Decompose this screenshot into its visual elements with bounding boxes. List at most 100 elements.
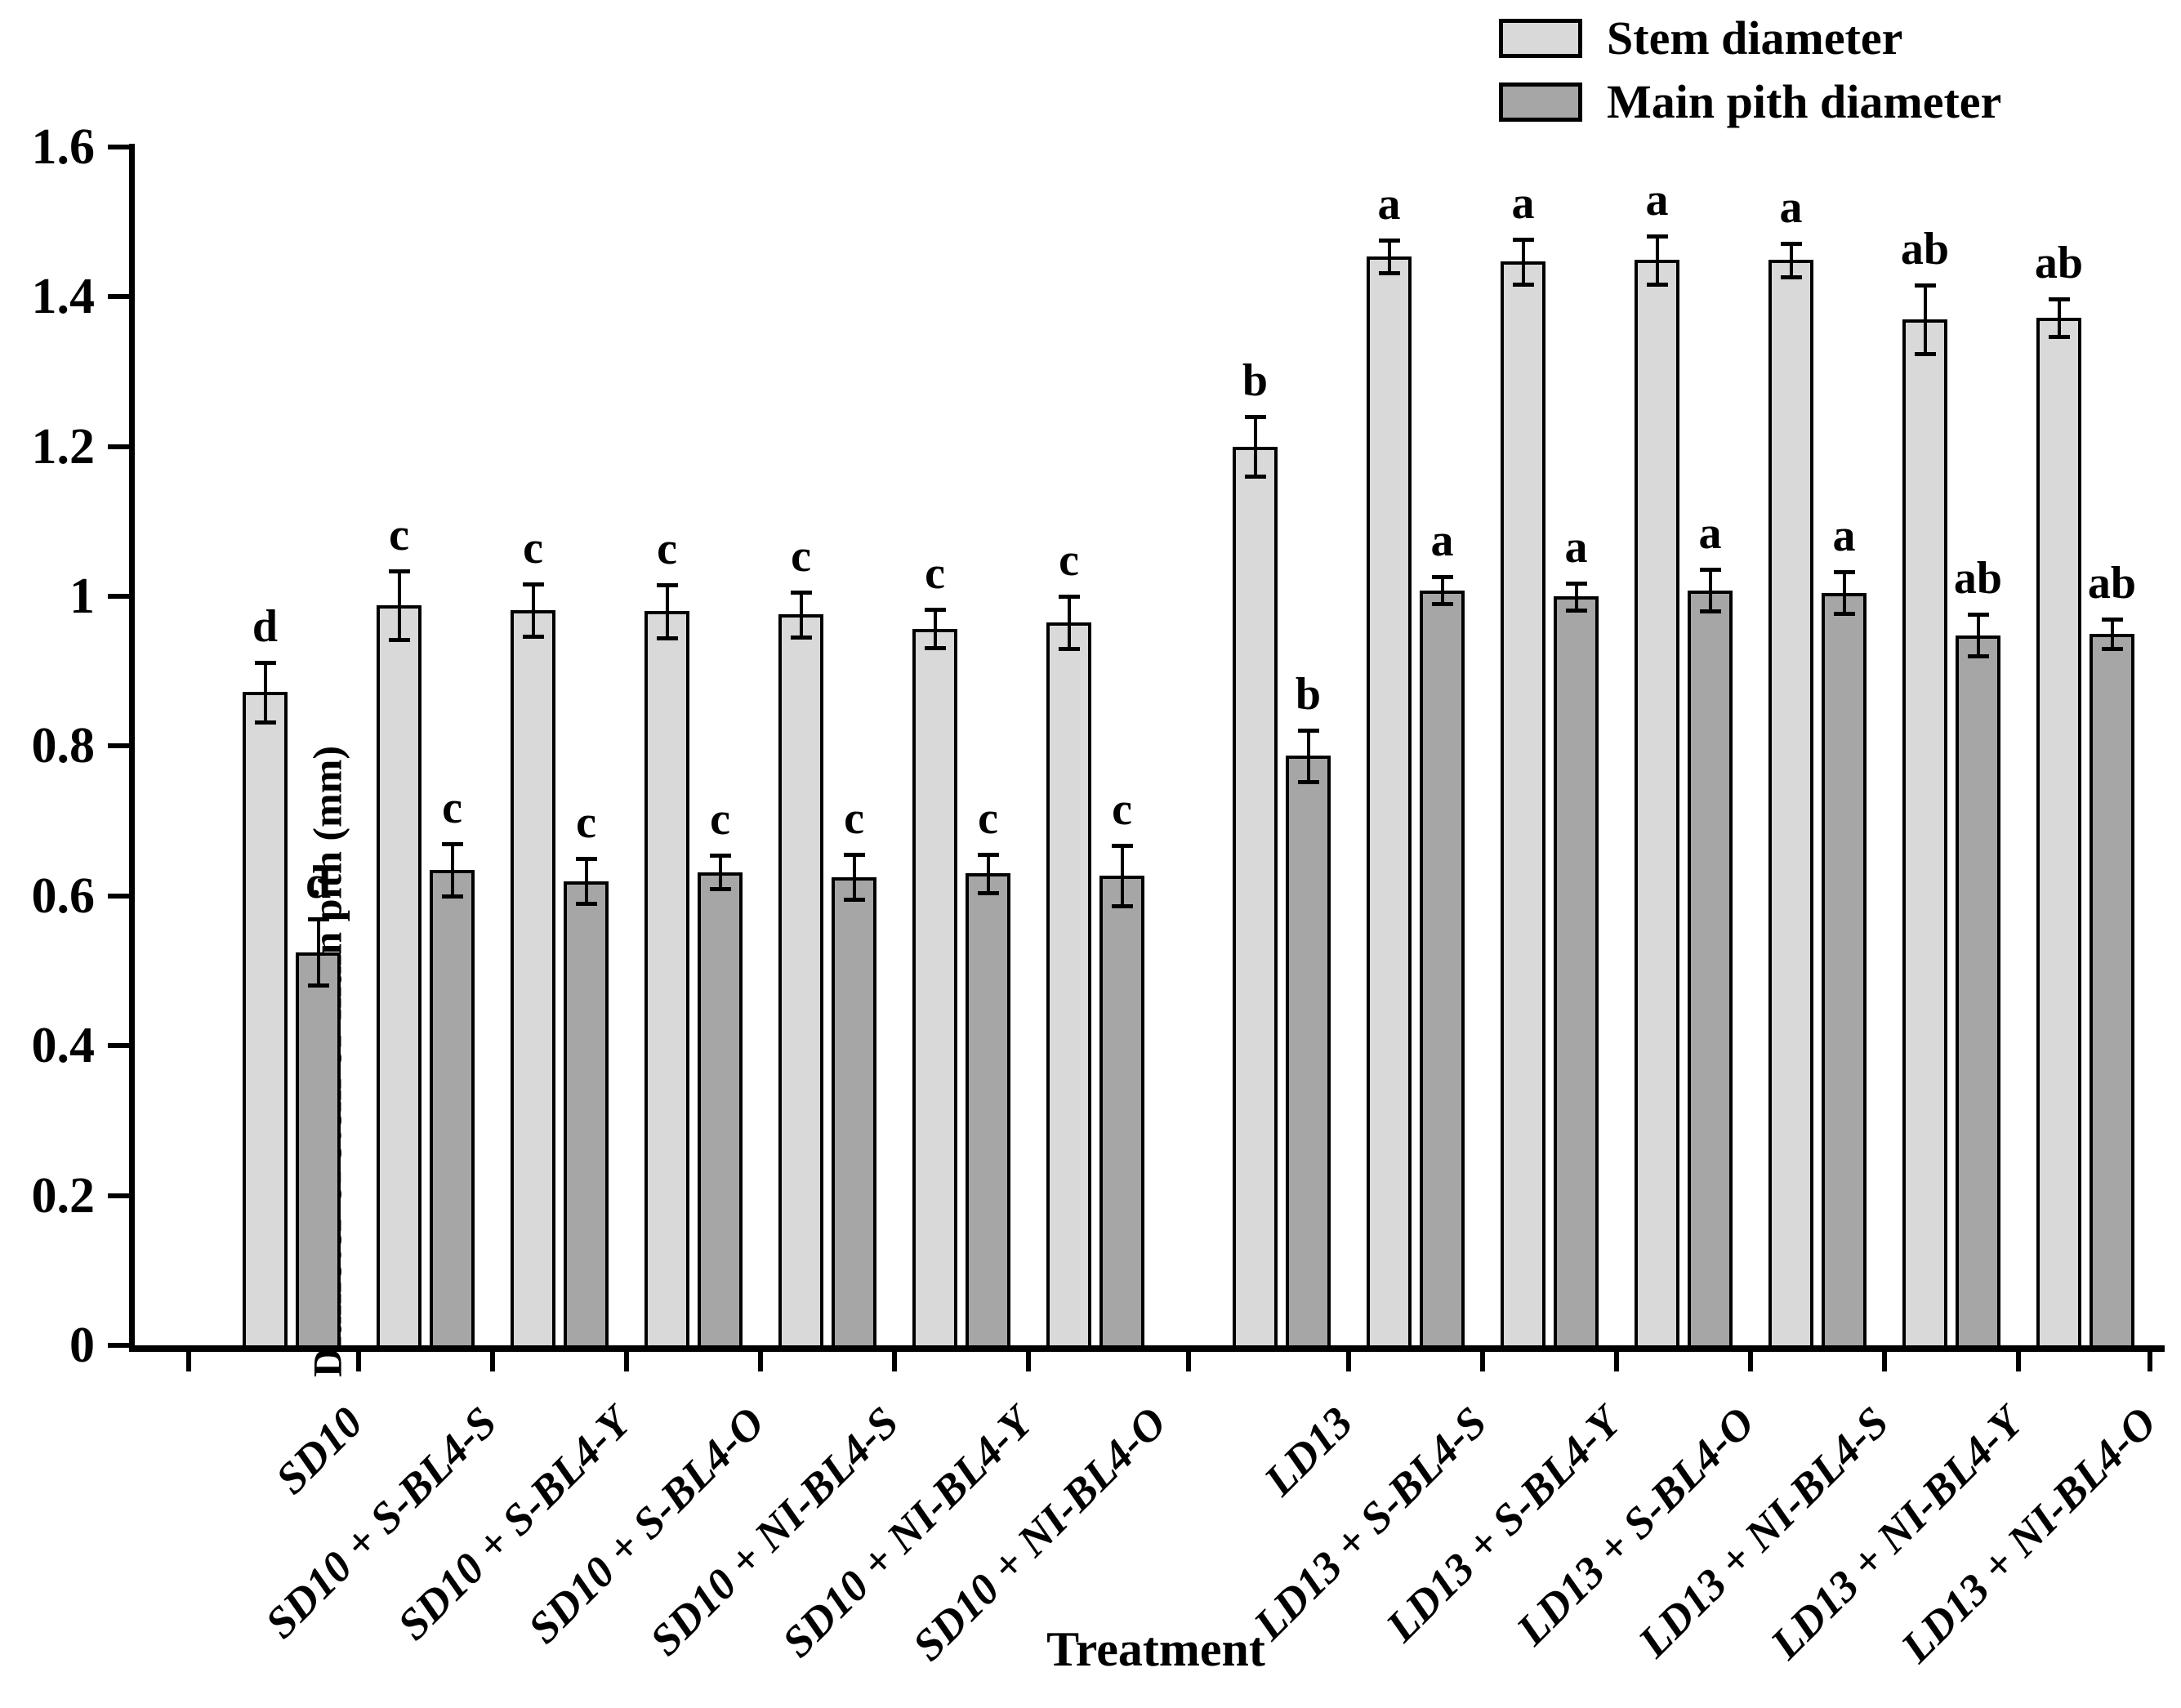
bar bbox=[1554, 596, 1599, 1349]
error-bar bbox=[1655, 236, 1659, 284]
x-tick-label: LD13 + S-BL4-Y bbox=[1376, 1397, 1630, 1652]
error-bar-cap bbox=[575, 857, 597, 861]
bar bbox=[1233, 446, 1278, 1349]
error-bar-cap bbox=[1833, 612, 1855, 617]
error-bar bbox=[1976, 614, 1980, 657]
bar bbox=[698, 872, 743, 1349]
x-tick-label: SD10 bbox=[265, 1397, 372, 1504]
bar bbox=[2036, 318, 2081, 1349]
error-bar-cap bbox=[388, 569, 410, 573]
x-tick bbox=[2016, 1350, 2021, 1371]
bar bbox=[1688, 590, 1733, 1349]
error-bar-cap bbox=[709, 854, 731, 858]
x-tick-label: LD13 + NI-BL4-O bbox=[1891, 1397, 2166, 1672]
error-bar bbox=[665, 585, 669, 638]
error-bar bbox=[933, 609, 937, 649]
error-bar-cap bbox=[1244, 475, 1266, 479]
x-tick bbox=[892, 1350, 897, 1371]
x-axis-title: Treatment bbox=[1046, 1622, 1265, 1676]
x-tick-label: SD10 + NI-BL4-S bbox=[640, 1397, 908, 1666]
y-tick bbox=[108, 743, 129, 749]
error-bar-cap bbox=[1512, 282, 1534, 287]
legend-swatch-stem-icon bbox=[1499, 19, 1582, 58]
error-bar-cap bbox=[709, 886, 731, 891]
error-bar-cap bbox=[1914, 352, 1936, 357]
y-tick-label: 0.4 bbox=[31, 1018, 96, 1074]
bar bbox=[778, 614, 823, 1349]
sig-letter: c bbox=[978, 792, 998, 844]
y-tick-label: 1 bbox=[69, 569, 95, 625]
y-tick-label: 1.2 bbox=[31, 418, 96, 475]
bar bbox=[966, 873, 1010, 1349]
x-tick bbox=[1026, 1350, 1031, 1371]
error-bar-cap bbox=[1058, 595, 1080, 600]
error-bar-cap bbox=[977, 891, 999, 896]
error-bar bbox=[1923, 284, 1927, 354]
y-tick-label: 0.2 bbox=[31, 1167, 96, 1224]
bar bbox=[243, 692, 288, 1349]
error-bar-cap bbox=[1646, 282, 1668, 287]
error-bar-cap bbox=[1699, 609, 1721, 614]
error-bar-cap bbox=[1699, 568, 1721, 573]
error-bar bbox=[1067, 596, 1071, 649]
error-bar-cap bbox=[388, 638, 410, 643]
bar bbox=[2090, 633, 2134, 1349]
x-tick-label: SD10 + S-BL4-S bbox=[256, 1397, 506, 1648]
error-bar-cap bbox=[843, 898, 865, 903]
error-bar-cap bbox=[1297, 729, 1319, 734]
x-tick bbox=[624, 1350, 629, 1371]
y-tick bbox=[108, 1193, 129, 1198]
y-tick bbox=[108, 294, 129, 300]
sig-letter: b bbox=[1295, 669, 1322, 720]
sig-letter: a bbox=[1832, 510, 1856, 561]
error-bar-cap bbox=[522, 582, 544, 586]
bar bbox=[1286, 756, 1331, 1349]
y-tick-label: 0.8 bbox=[31, 718, 96, 774]
x-tick bbox=[1748, 1350, 1753, 1371]
x-tick bbox=[356, 1350, 361, 1371]
y-tick bbox=[108, 144, 129, 149]
sig-letter: c bbox=[925, 547, 945, 599]
x-tick-label: LD13 + NI-BL4-Y bbox=[1760, 1397, 2032, 1669]
y-tick bbox=[108, 1343, 129, 1348]
error-bar bbox=[450, 843, 454, 896]
error-bar-cap bbox=[1967, 613, 1989, 618]
sig-letter: a bbox=[1430, 515, 1454, 567]
sig-letter: ab bbox=[2034, 238, 2084, 289]
x-tick-label: SD10 + S-BL4-O bbox=[518, 1397, 774, 1653]
error-bar bbox=[397, 570, 401, 640]
error-bar-cap bbox=[254, 660, 276, 665]
error-bar bbox=[1789, 243, 1793, 277]
x-tick bbox=[758, 1350, 763, 1371]
error-bar-cap bbox=[2101, 617, 2123, 622]
error-bar-cap bbox=[843, 853, 865, 858]
x-axis-line bbox=[129, 1345, 2165, 1352]
sig-letter: ab bbox=[1900, 223, 1950, 274]
y-tick-label: 1.6 bbox=[31, 118, 96, 175]
bar bbox=[1635, 260, 1679, 1349]
legend-item-stem: Stem diameter bbox=[1499, 15, 2001, 62]
error-bar-cap bbox=[1244, 415, 1266, 420]
error-bar-cap bbox=[790, 590, 812, 595]
sig-letter: c bbox=[844, 793, 864, 845]
x-tick bbox=[1480, 1350, 1485, 1371]
error-bar bbox=[718, 855, 722, 889]
error-bar bbox=[2110, 618, 2114, 649]
error-bar bbox=[1306, 730, 1310, 782]
sig-letter: ab bbox=[1953, 553, 2003, 604]
bar bbox=[430, 869, 475, 1349]
error-bar bbox=[531, 583, 535, 636]
error-bar-cap bbox=[1111, 903, 1133, 908]
sig-letter: a bbox=[1779, 182, 1803, 234]
bar bbox=[832, 876, 876, 1349]
x-tick-label: SD10 + S-BL4-Y bbox=[388, 1397, 640, 1650]
error-bar-cap bbox=[656, 583, 678, 588]
bar bbox=[1768, 260, 1813, 1349]
error-bar-cap bbox=[977, 852, 999, 857]
sig-letter: c bbox=[389, 509, 409, 560]
error-bar-cap bbox=[1058, 647, 1080, 652]
bar bbox=[296, 952, 341, 1349]
legend-swatch-pith-icon bbox=[1499, 83, 1582, 122]
error-bar-cap bbox=[1646, 234, 1668, 239]
sig-letter: d bbox=[252, 600, 279, 652]
